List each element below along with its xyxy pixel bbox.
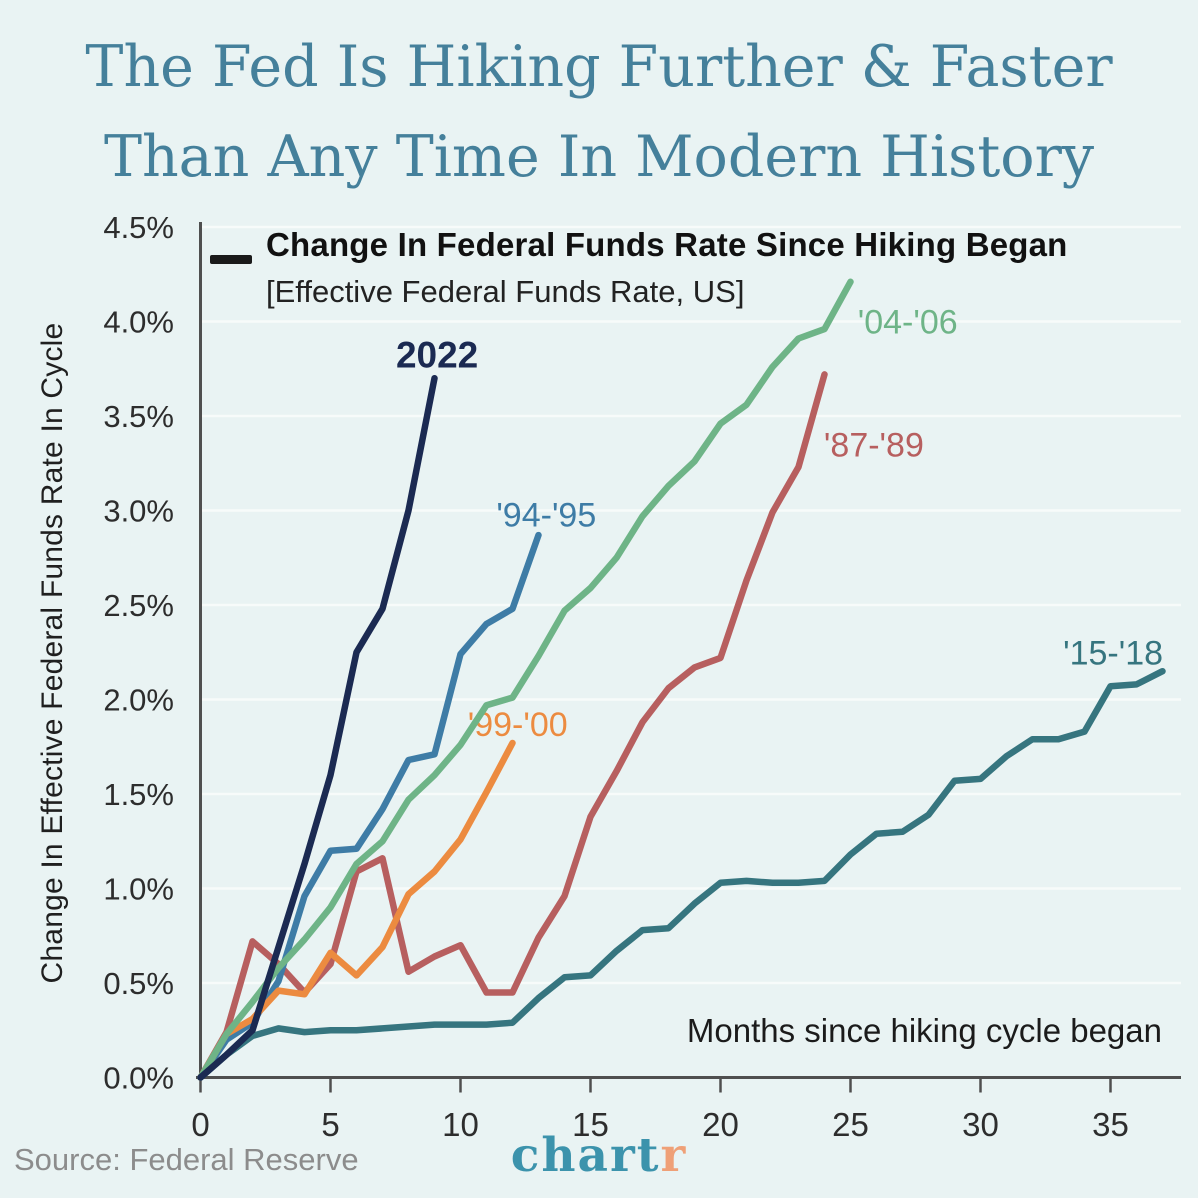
page-title: The Fed Is Hiking Further & Faster Than … bbox=[0, 22, 1198, 202]
x-tick-label: 10 bbox=[442, 1106, 479, 1143]
y-tick-label: 3.0% bbox=[103, 494, 174, 529]
series-label-94-95: '94-'95 bbox=[496, 496, 596, 534]
y-tick-label: 2.5% bbox=[103, 588, 174, 623]
y-axis-title: Change In Effective Federal Funds Rate I… bbox=[36, 322, 69, 984]
source-credit: Source: Federal Reserve bbox=[14, 1142, 359, 1177]
x-tick-label: 30 bbox=[962, 1106, 999, 1143]
y-tick-label: 1.0% bbox=[103, 872, 174, 907]
legend-line-swatch bbox=[210, 255, 252, 264]
series-line-04-06 bbox=[197, 278, 854, 1081]
title-line-1: The Fed Is Hiking Further & Faster bbox=[85, 34, 1113, 100]
y-tick-label: 1.5% bbox=[103, 777, 174, 812]
y-tick-label: 2.0% bbox=[103, 683, 174, 718]
legend-subtitle: [Effective Federal Funds Rate, US] bbox=[266, 274, 745, 309]
series-label-04-06: '04-'06 bbox=[858, 304, 958, 342]
logo-text-main: chart bbox=[510, 1128, 661, 1183]
series-label-15-18: '15-'18 bbox=[1063, 634, 1163, 672]
x-tick-label: 0 bbox=[191, 1106, 209, 1143]
y-tick-label: 0.0% bbox=[103, 1061, 174, 1096]
series-line-94-95 bbox=[197, 531, 542, 1081]
x-tick-label: 25 bbox=[832, 1106, 869, 1143]
logo-text-accent: r bbox=[660, 1128, 688, 1183]
y-tick-label: 0.5% bbox=[103, 966, 174, 1001]
x-tick-label: 15 bbox=[572, 1106, 609, 1143]
series-label-87-89: '87-'89 bbox=[824, 426, 924, 464]
legend: Change In Federal Funds Rate Since Hikin… bbox=[210, 226, 1068, 310]
x-tick-label: 5 bbox=[321, 1106, 339, 1143]
series-label-2022: 2022 bbox=[396, 335, 478, 376]
x-axis-annotation: Months since hiking cycle began bbox=[686, 1012, 1162, 1049]
series-line-99-00 bbox=[197, 739, 516, 1081]
y-tick-label: 4.0% bbox=[103, 305, 174, 340]
series-line-15-18 bbox=[197, 667, 1166, 1081]
legend-text: Change In Federal Funds Rate Since Hikin… bbox=[266, 226, 1068, 310]
series-line-2022 bbox=[197, 374, 438, 1081]
chartr-logo: chartr bbox=[511, 1128, 687, 1183]
title-line-2: Than Any Time In Modern History bbox=[103, 124, 1095, 190]
y-tick-label: 4.5% bbox=[103, 210, 174, 245]
legend-title: Change In Federal Funds Rate Since Hikin… bbox=[266, 226, 1068, 263]
y-tick-label: 3.5% bbox=[103, 399, 174, 434]
x-tick-label: 35 bbox=[1092, 1106, 1129, 1143]
x-tick-label: 20 bbox=[702, 1106, 739, 1143]
